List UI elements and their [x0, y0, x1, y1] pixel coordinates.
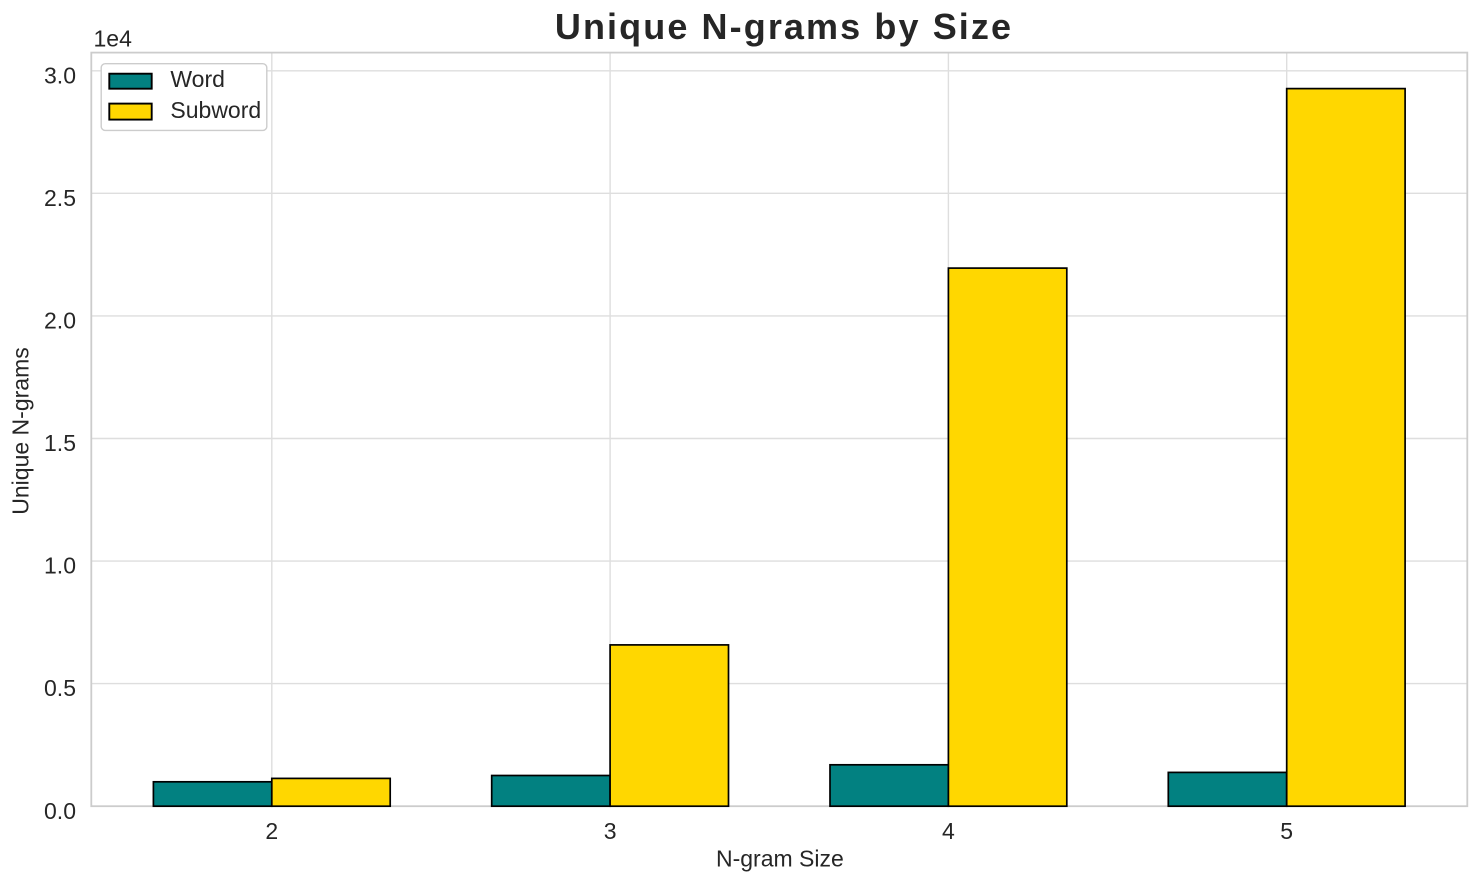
svg-text:Unique N-grams: Unique N-grams: [8, 347, 34, 514]
svg-text:Subword: Subword: [170, 97, 261, 123]
svg-text:4: 4: [942, 818, 955, 844]
svg-text:Unique N-grams by Size: Unique N-grams by Size: [555, 6, 1013, 47]
svg-text:1e4: 1e4: [94, 26, 133, 52]
svg-text:2.0: 2.0: [44, 308, 76, 334]
svg-text:2.5: 2.5: [44, 185, 76, 211]
svg-text:0.0: 0.0: [44, 798, 76, 824]
svg-text:0.5: 0.5: [44, 675, 76, 701]
svg-text:1.0: 1.0: [44, 553, 76, 579]
svg-text:3.0: 3.0: [44, 62, 76, 88]
svg-text:1.5: 1.5: [44, 430, 76, 456]
svg-text:3: 3: [604, 818, 617, 844]
svg-text:Word: Word: [170, 66, 225, 92]
svg-text:2: 2: [265, 818, 278, 844]
svg-text:5: 5: [1280, 818, 1293, 844]
svg-text:N-gram Size: N-gram Size: [716, 845, 844, 871]
